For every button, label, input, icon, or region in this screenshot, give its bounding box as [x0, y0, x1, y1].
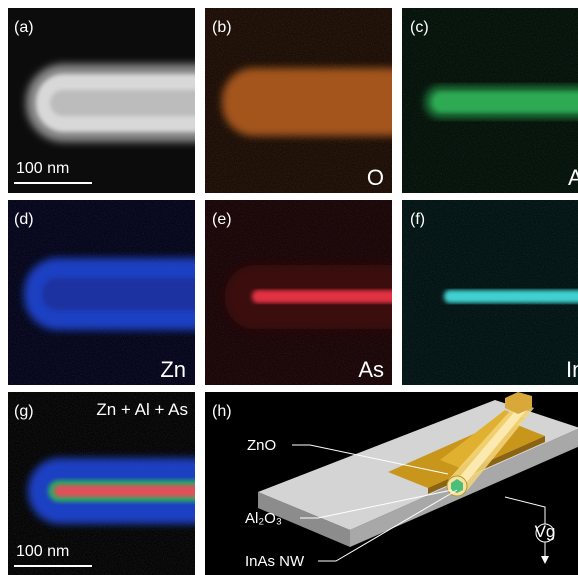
panel-label: (b): [212, 19, 232, 36]
scale-bar-label: 100 nm: [16, 160, 69, 177]
scale-bar: [14, 182, 92, 184]
callout: ZnO: [247, 437, 276, 454]
panel-f: (f) In: [402, 200, 578, 385]
callout: Al₂O₃: [245, 510, 282, 527]
scale-bar-label: 100 nm: [16, 543, 69, 560]
scale-bar: [14, 565, 92, 567]
panel-c: (c) Al: [402, 8, 578, 193]
panel-label: (c): [410, 19, 429, 36]
panel-label: (f): [410, 211, 425, 228]
panel-h: (h) ZnO Al₂O₃ InAs NW Vg: [205, 392, 578, 575]
panel-label: (d): [14, 211, 34, 228]
element-label: Al: [568, 165, 578, 190]
panel-label: (a): [14, 19, 34, 36]
gate-label: Vg: [535, 522, 556, 541]
figure: (a) 100 nm (b) O (c) Al (d) Zn (e) As (f…: [0, 0, 578, 575]
panel-label: (g): [14, 403, 34, 420]
element-label: O: [367, 165, 384, 190]
element-label: In: [566, 357, 578, 382]
panel-label: (e): [212, 211, 232, 228]
panel-label: (h): [212, 403, 232, 420]
elements-label: Zn + Al + As: [96, 400, 188, 419]
element-label: Zn: [160, 357, 186, 382]
panel-b: (b) O: [205, 8, 422, 193]
element-label: As: [358, 357, 384, 382]
callout: InAs NW: [245, 553, 305, 570]
